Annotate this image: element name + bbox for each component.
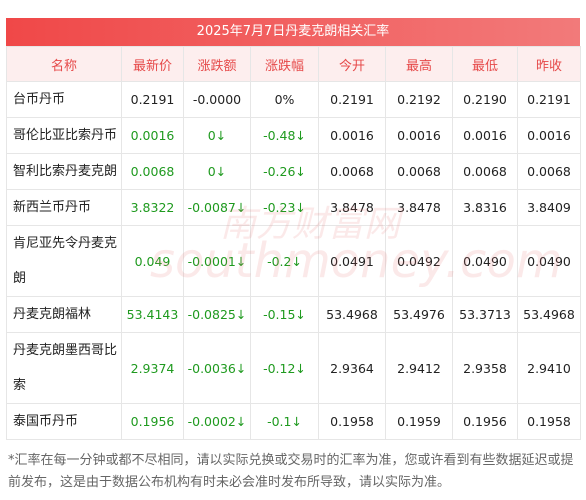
table-row: 丹麦克朗福林 53.4143 -0.0825↓ -0.15↓ 53.4968 53.497… [6, 296, 581, 333]
cell: 0.1958 [517, 403, 581, 440]
row-name: 哥伦比亚比索丹币 [6, 117, 122, 154]
cell: 2.9412 [385, 332, 453, 404]
table-row: 智利比索丹麦克朗 0.0068 0↓ -0.26↓ 0.0068 0.0068 0.0068… [6, 153, 581, 190]
column-header: 名称 [6, 46, 122, 82]
cell: 0.1958 [318, 403, 386, 440]
cell: -0.48↓ [250, 117, 319, 154]
cell: 0.0492 [385, 225, 453, 297]
row-name: 肯尼亚先令丹麦克朗 [6, 225, 122, 297]
cell: 0.0490 [452, 225, 518, 297]
cell: 0% [250, 81, 319, 118]
cell: -0.26↓ [250, 153, 319, 190]
cell: 0.1956 [121, 403, 184, 440]
cell: 0↓ [183, 117, 251, 154]
cell: 53.4143 [121, 296, 184, 333]
table-row: 新西兰币丹币 3.8322 -0.0087↓ -0.23↓ 3.8478 3.8478 3.… [6, 189, 581, 226]
cell: 3.8478 [318, 189, 386, 226]
cell: -0.2↓ [250, 225, 319, 297]
cell: 0.049 [121, 225, 184, 297]
row-name: 新西兰币丹币 [6, 189, 122, 226]
cell: -0.12↓ [250, 332, 319, 404]
cell: 2.9364 [318, 332, 386, 404]
cell: 2.9374 [121, 332, 184, 404]
cell: 0.2191 [517, 81, 581, 118]
cell: 0.1959 [385, 403, 453, 440]
cell: 2.9410 [517, 332, 581, 404]
cell: 53.4968 [517, 296, 581, 333]
cell: 0.2191 [121, 81, 184, 118]
column-header: 涨跌额 [183, 46, 251, 82]
cell: 2.9358 [452, 332, 518, 404]
cell: 0.0016 [318, 117, 386, 154]
row-name: 智利比索丹麦克朗 [6, 153, 122, 190]
cell: 0.0068 [121, 153, 184, 190]
rate-table: 名称 最新价 涨跌额 涨跌幅 今开 最高 最低 昨收 台币丹币 0.2191 -0.0000 0% 0… [6, 46, 581, 440]
cell: 53.4968 [318, 296, 386, 333]
column-header: 最低 [452, 46, 518, 82]
cell: -0.0002↓ [183, 403, 251, 440]
cell: 0.0491 [318, 225, 386, 297]
cell: -0.0087↓ [183, 189, 251, 226]
column-header: 今开 [318, 46, 386, 82]
cell: -0.15↓ [250, 296, 319, 333]
cell: -0.0825↓ [183, 296, 251, 333]
cell: 3.8478 [385, 189, 453, 226]
footnote: *汇率在每一分钟或都不尽相同，请以实际兑换或交易时的汇率为准，您或许看到有些数据… [8, 453, 574, 490]
table-row: 丹麦克朗墨西哥比索 2.9374 -0.0036↓ -0.12↓ 2.9364 2.941… [6, 332, 581, 404]
row-name: 丹麦克朗墨西哥比索 [6, 332, 122, 404]
cell: -0.0000 [183, 81, 251, 118]
row-name: 台币丹币 [6, 81, 122, 118]
cell: 0.0016 [121, 117, 184, 154]
table-row: 肯尼亚先令丹麦克朗 0.049 -0.0001↓ -0.2↓ 0.0491 0.0492 0… [6, 225, 581, 297]
cell: -0.0036↓ [183, 332, 251, 404]
cell: 0.0068 [452, 153, 518, 190]
cell: -0.23↓ [250, 189, 319, 226]
header-row: 名称 最新价 涨跌额 涨跌幅 今开 最高 最低 昨收 [6, 46, 581, 82]
table-row: 泰国币丹币 0.1956 -0.0002↓ -0.1↓ 0.1958 0.1959 0.19… [6, 403, 581, 440]
cell: -0.0001↓ [183, 225, 251, 297]
cell: 3.8316 [452, 189, 518, 226]
cell: 0.2192 [385, 81, 453, 118]
row-name: 泰国币丹币 [6, 403, 122, 440]
table-row: 台币丹币 0.2191 -0.0000 0% 0.2191 0.2192 0.2190 0.2… [6, 81, 581, 118]
cell: 0.2191 [318, 81, 386, 118]
cell: 53.4976 [385, 296, 453, 333]
cell: 0.0016 [452, 117, 518, 154]
cell: 0↓ [183, 153, 251, 190]
cell: 3.8322 [121, 189, 184, 226]
cell: 0.0490 [517, 225, 581, 297]
cell: 0.0016 [517, 117, 581, 154]
column-header: 最新价 [121, 46, 184, 82]
column-header: 最高 [385, 46, 453, 82]
cell: -0.1↓ [250, 403, 319, 440]
table-row: 哥伦比亚比索丹币 0.0016 0↓ -0.48↓ 0.0016 0.0016 0.0016… [6, 117, 581, 154]
cell: 0.0068 [517, 153, 581, 190]
cell: 0.2190 [452, 81, 518, 118]
column-header: 涨跌幅 [250, 46, 319, 82]
column-header: 昨收 [517, 46, 581, 82]
row-name: 丹麦克朗福林 [6, 296, 122, 333]
cell: 0.0016 [385, 117, 453, 154]
cell: 0.0068 [318, 153, 386, 190]
title-bar: 2025年7月7日丹麦克朗相关汇率 [6, 18, 580, 46]
cell: 0.1956 [452, 403, 518, 440]
cell: 0.0068 [385, 153, 453, 190]
cell: 53.3713 [452, 296, 518, 333]
cell: 3.8409 [517, 189, 581, 226]
